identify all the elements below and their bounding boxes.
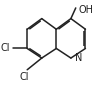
Text: OH: OH bbox=[79, 5, 94, 15]
Text: Cl: Cl bbox=[0, 43, 10, 53]
Text: N: N bbox=[75, 53, 82, 63]
Text: Cl: Cl bbox=[19, 72, 29, 82]
